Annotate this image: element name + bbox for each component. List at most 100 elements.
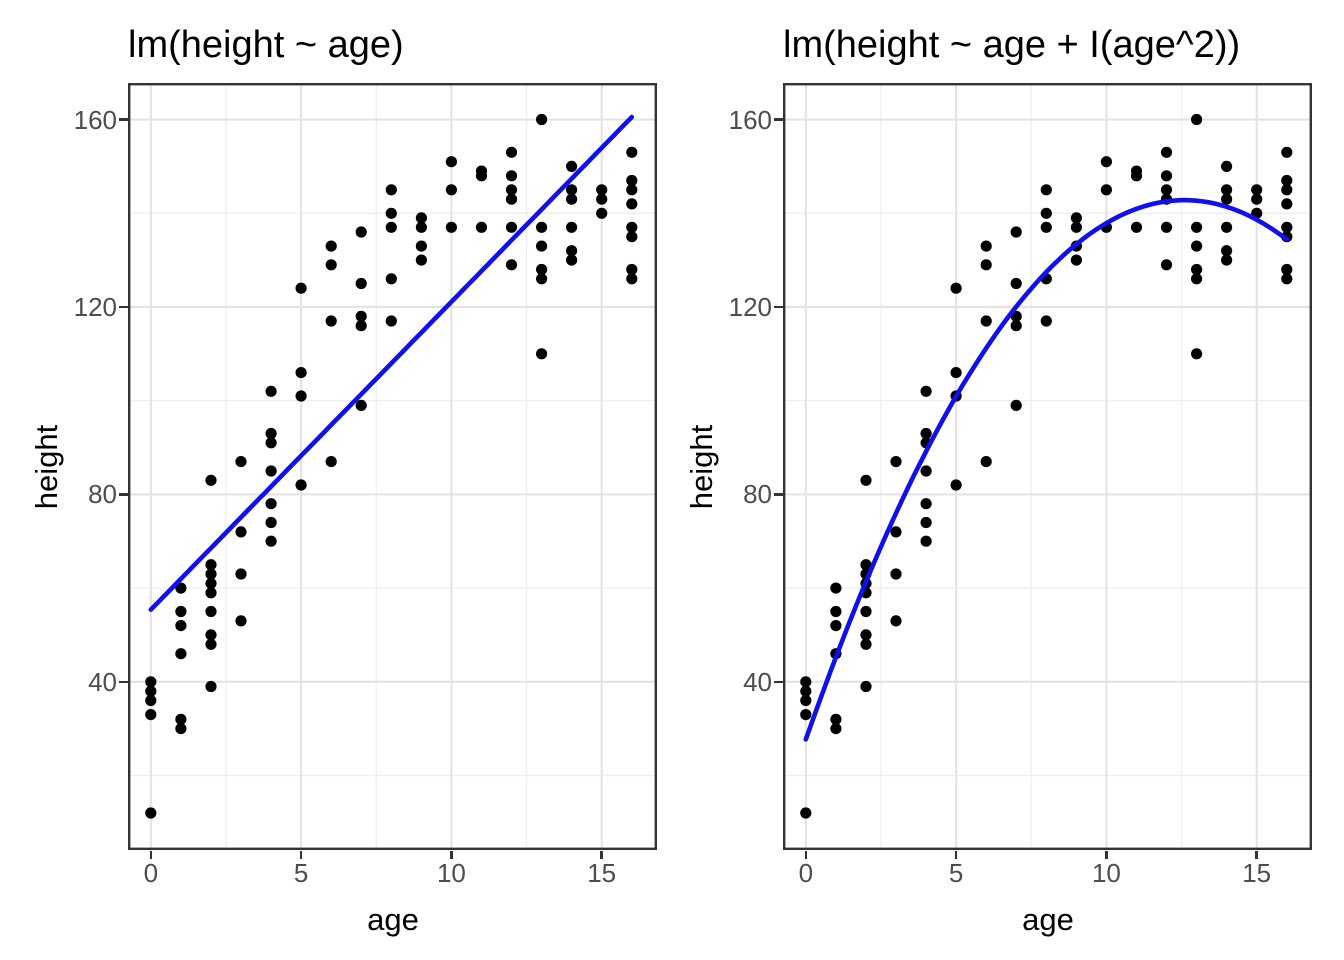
plot-title: lm(height ~ age) [128,24,404,66]
panel-border [128,83,657,850]
data-point [1251,193,1263,205]
data-point [1281,263,1293,276]
data-point [205,638,217,650]
data-point [830,605,842,618]
data-point [860,638,872,650]
data-point [1221,193,1233,205]
data-point [536,240,548,252]
y-tick-label: 80 [88,479,117,510]
data-point [415,254,427,266]
data-point [355,320,367,332]
data-point [920,385,932,397]
data-point [1160,259,1173,271]
data-point [1251,184,1263,196]
data-point [325,315,337,327]
x-axis-title: age [1022,902,1074,937]
x-tick-label: 10 [1091,858,1121,888]
data-point [385,315,397,327]
data-point [265,427,277,440]
data-point [536,263,548,276]
data-point [1281,184,1293,196]
data-point [355,310,367,322]
data-point [626,174,638,187]
data-point [536,221,548,233]
data-point [1191,273,1203,285]
data-point [626,273,638,285]
data-point [566,184,578,196]
panel-border [783,83,1312,850]
data-point [325,456,337,468]
data-point [1010,399,1022,411]
data-point [175,620,187,632]
chart-quadratic-fit: lm(height ~ age + I(age^2)) height age 4… [655,0,1344,960]
data-point [505,146,518,158]
plot-title: lm(height ~ age + I(age^2)) [783,24,1241,66]
data-point [980,456,992,468]
data-point [1070,212,1082,224]
fit-line [148,114,635,612]
data-point [145,807,157,819]
data-point [415,221,427,233]
data-point [445,156,457,168]
data-point [1191,240,1203,252]
data-point [860,559,872,571]
data-point [890,615,902,627]
plot-panel [783,83,1312,850]
data-point [355,226,367,238]
data-point [205,474,217,486]
data-point [445,221,457,233]
data-point [566,221,578,233]
data-point [355,399,367,411]
data-point [475,221,488,233]
x-tick-mark [1255,851,1258,859]
x-tick-label: 15 [587,858,617,888]
data-point [505,184,518,196]
data-point [235,568,247,580]
data-point [1281,198,1293,210]
data-point [175,723,187,735]
x-tick-mark [299,851,303,859]
data-point [295,282,307,294]
data-point [626,184,638,196]
data-point [1160,170,1173,182]
data-point [890,456,902,468]
x-tick-label: 5 [948,858,964,888]
data-point [205,629,217,641]
chart-linear-fit: lm(height ~ age) height age 40 80 120 160 0 5… [29,24,657,937]
panel-background [128,83,657,850]
y-tick-mark [774,680,783,683]
data-point [830,620,842,632]
data-point [1281,273,1293,285]
y-tick-label: 80 [743,479,772,510]
plot-panel [128,83,657,850]
data-point [626,198,638,210]
data-point [800,694,812,707]
data-point [1221,245,1233,257]
data-point [505,170,518,182]
data-point [1070,254,1082,266]
data-point [265,385,277,397]
y-tick-mark [774,118,783,121]
data-point [1281,221,1293,233]
data-point [1040,315,1052,327]
data-point [890,526,902,538]
data-point [920,498,932,510]
data-point [980,240,992,252]
x-axis-title: age [367,902,419,937]
data-point [175,605,187,618]
data-point [265,465,277,477]
data-point [830,713,842,725]
data-point [1221,254,1233,266]
data-point [475,170,488,182]
data-point [860,605,872,618]
data-point [385,273,397,285]
data-point [920,465,932,477]
data-point [295,367,307,379]
data-point [860,680,872,693]
data-point [980,259,992,271]
x-tick-mark [600,851,603,859]
y-tick-label: 120 [73,291,117,322]
x-tick-mark [149,851,153,859]
data-point [145,694,157,707]
data-point [626,263,638,276]
